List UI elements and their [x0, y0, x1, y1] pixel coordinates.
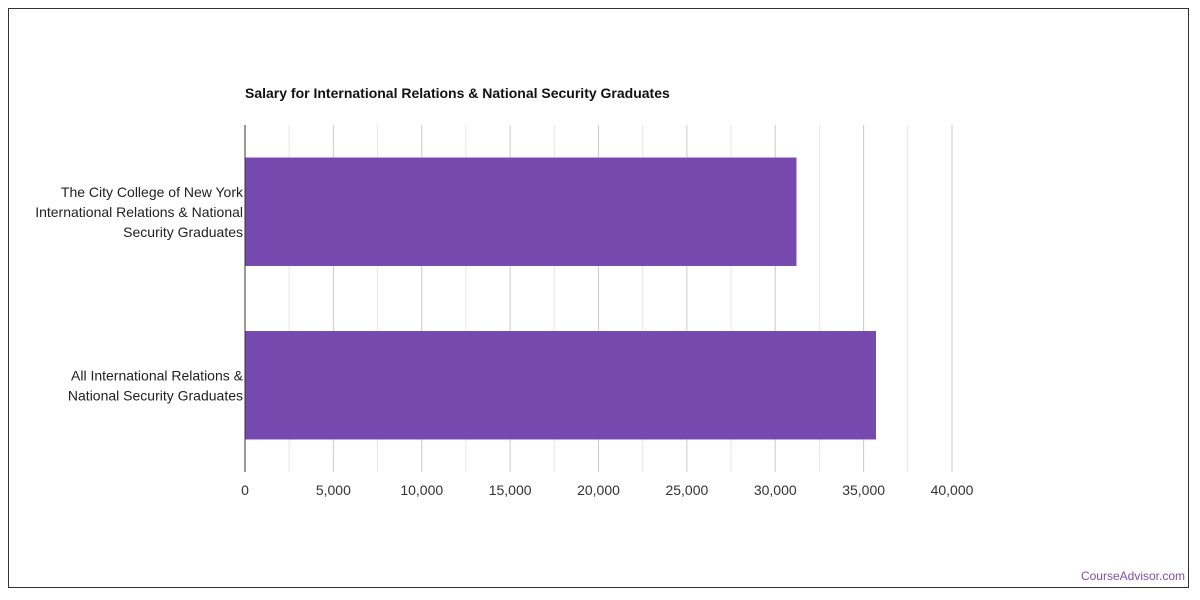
- category-label: National Security Graduates: [68, 387, 243, 403]
- x-tick-label: 5,000: [316, 482, 351, 498]
- x-tick-label: 25,000: [665, 482, 708, 498]
- x-tick-label: 0: [241, 482, 249, 498]
- x-tick-label: 40,000: [931, 482, 974, 498]
- courseadvisor-watermark[interactable]: CourseAdvisor.com: [1080, 569, 1185, 583]
- chart-title: Salary for International Relations & Nat…: [245, 85, 670, 101]
- category-label: The City College of New York: [61, 184, 244, 200]
- x-tick-label: 15,000: [489, 482, 532, 498]
- x-tick-label: 10,000: [400, 482, 443, 498]
- category-label: Security Graduates: [123, 224, 243, 240]
- bar-0: [245, 157, 797, 266]
- category-label: International Relations & National: [35, 204, 243, 220]
- x-tick-label: 20,000: [577, 482, 620, 498]
- category-label: All International Relations &: [71, 367, 244, 383]
- x-tick-label: 35,000: [842, 482, 885, 498]
- bar-1: [245, 331, 876, 440]
- x-tick-label: 30,000: [754, 482, 797, 498]
